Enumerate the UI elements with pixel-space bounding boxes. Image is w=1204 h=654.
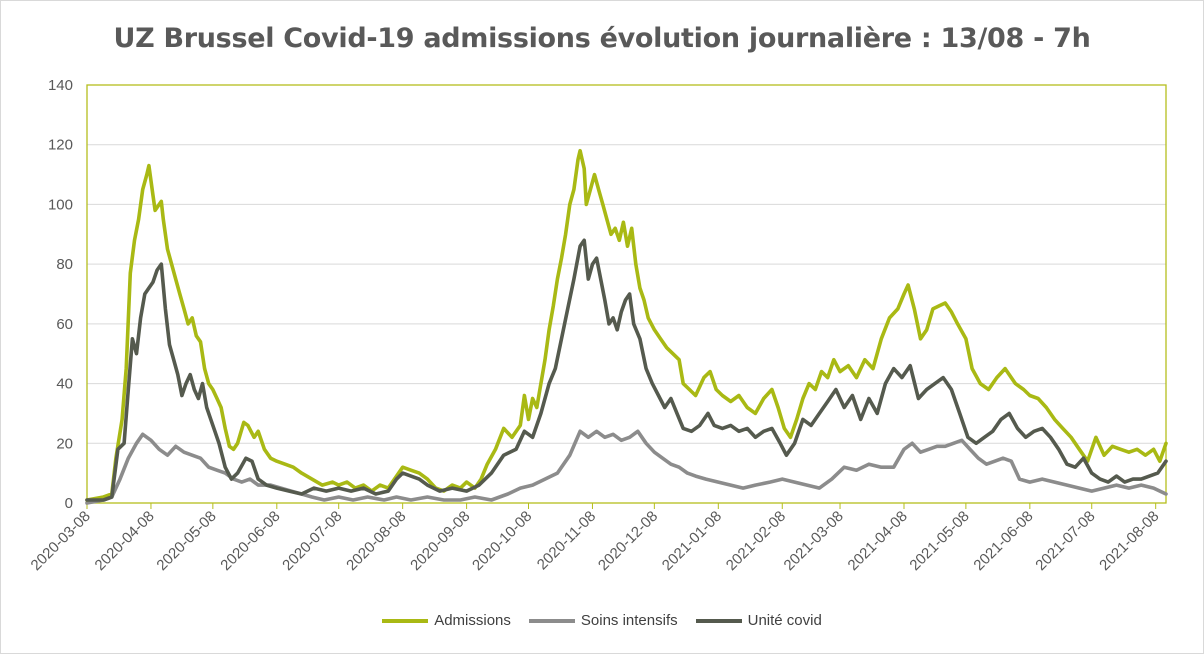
plot-area-border — [86, 84, 1167, 504]
x-tick-label-2021-02-08: 2021-02-08 — [723, 508, 789, 574]
x-tick-label-2021-08-08: 2021-08-08 — [1096, 508, 1162, 574]
x-tick-label-2020-12-08: 2020-12-08 — [595, 508, 661, 574]
chart-title: UZ Brussel Covid-19 admissions évolution… — [113, 23, 1091, 54]
legend-label-unite-covid: Unité covid — [747, 612, 822, 629]
series-line-unit-covid — [85, 238, 1168, 502]
y-tick-label-120: 120 — [48, 137, 73, 154]
series-line-soins-intensifs — [85, 429, 1168, 505]
x-tick-label-2021-05-08: 2021-05-08 — [906, 508, 972, 574]
legend-item-admissions: Admissions — [382, 612, 511, 629]
x-tick-label-2020-07-08: 2020-07-08 — [279, 508, 345, 574]
x-tick-label-2020-08-08: 2020-08-08 — [343, 508, 409, 574]
x-tick-label-2020-10-08: 2020-10-08 — [469, 508, 535, 574]
x-tick-label-2021-07-08: 2021-07-08 — [1032, 508, 1098, 574]
y-tick-label-20: 20 — [56, 435, 73, 452]
x-tick-label-2021-04-08: 2021-04-08 — [845, 508, 911, 574]
legend-item-soins-intensifs: Soins intensifs — [528, 612, 678, 629]
y-tick-label-40: 40 — [56, 376, 73, 393]
series-line-admissions — [85, 148, 1168, 502]
x-tick-label-2020-04-08: 2020-04-08 — [92, 508, 158, 574]
legend-label-admissions: Admissions — [434, 612, 511, 629]
legend-label-soins-intensifs: Soins intensifs — [580, 612, 678, 629]
legend-swatch-soins-intensifs — [528, 618, 575, 623]
legend-swatch-unite-covid — [695, 618, 742, 623]
legend: Admissions Soins intensifs Unité covid — [1, 612, 1203, 629]
legend-item-unite-covid: Unité covid — [695, 612, 822, 629]
x-tick-label-2021-03-08: 2021-03-08 — [781, 508, 847, 574]
y-tick-label-0: 0 — [65, 495, 73, 512]
x-tick-label-2020-09-08: 2020-09-08 — [407, 508, 473, 574]
x-tick-label-2020-03-08: 2020-03-08 — [28, 508, 94, 574]
x-tick-label-2020-05-08: 2020-05-08 — [153, 508, 219, 574]
y-tick-label-80: 80 — [56, 256, 73, 273]
x-tick-label-2020-11-08: 2020-11-08 — [534, 508, 599, 573]
y-tick-label-140: 140 — [48, 77, 73, 94]
y-tick-label-60: 60 — [56, 316, 73, 333]
x-tick-label-2021-01-08: 2021-01-08 — [659, 508, 725, 574]
legend-swatch-admissions — [382, 618, 429, 623]
y-tick-label-100: 100 — [48, 196, 73, 213]
x-tick-label-2020-06-08: 2020-06-08 — [217, 508, 283, 574]
x-tick-label-2021-06-08: 2021-06-08 — [970, 508, 1036, 574]
